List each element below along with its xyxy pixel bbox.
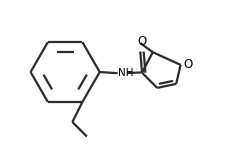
Text: O: O <box>184 58 193 71</box>
Text: O: O <box>137 35 146 48</box>
Text: NH: NH <box>118 68 134 78</box>
